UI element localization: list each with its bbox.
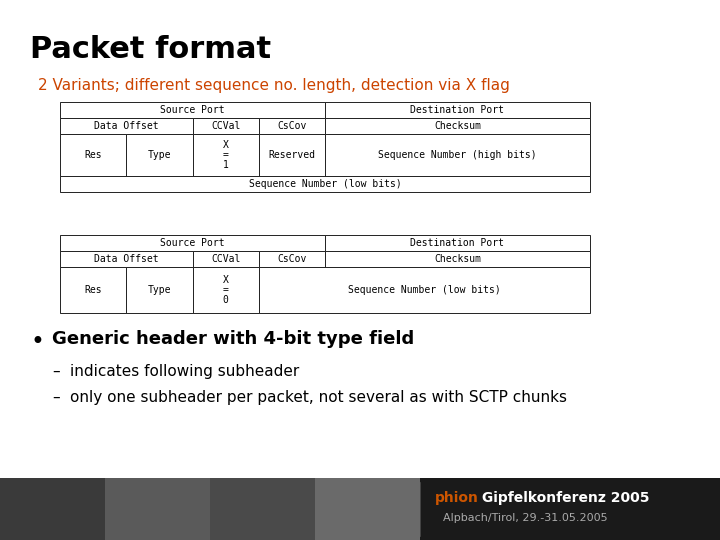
Text: Destination Port: Destination Port	[410, 238, 505, 248]
Bar	[325, 102, 590, 118]
Bar	[60, 176, 590, 192]
Text: Sequence Number (low bits): Sequence Number (low bits)	[348, 285, 500, 295]
Text: –: –	[52, 390, 60, 405]
Bar	[192, 267, 258, 313]
Bar	[325, 251, 590, 267]
Bar	[192, 251, 258, 267]
Text: Sequence Number (high bits): Sequence Number (high bits)	[378, 150, 537, 160]
Text: CsCov: CsCov	[277, 254, 307, 264]
Text: 2 Variants; different sequence no. length, detection via X flag: 2 Variants; different sequence no. lengt…	[38, 78, 510, 93]
Text: indicates following subheader: indicates following subheader	[70, 364, 300, 379]
Text: •: •	[30, 330, 44, 354]
Text: phion: phion	[435, 491, 479, 505]
Text: Reserved: Reserved	[269, 150, 315, 160]
Text: Type: Type	[148, 285, 171, 295]
Bar	[258, 118, 325, 134]
Bar	[315, 478, 420, 540]
Text: CCVal: CCVal	[211, 254, 240, 264]
Text: X
=
0: X = 0	[222, 275, 228, 305]
Bar	[325, 118, 590, 134]
Text: Packet format: Packet format	[30, 35, 271, 64]
Text: Gipfelkonferenz 2005: Gipfelkonferenz 2005	[477, 491, 649, 505]
Bar	[105, 478, 210, 540]
Bar	[60, 134, 126, 176]
Bar	[0, 478, 105, 540]
Text: CsCov: CsCov	[277, 121, 307, 131]
Text: Type: Type	[148, 150, 171, 160]
Bar	[192, 118, 258, 134]
Text: Res: Res	[84, 150, 102, 160]
Text: X
=
1: X = 1	[222, 140, 228, 170]
Bar	[258, 134, 325, 176]
Text: Source Port: Source Port	[160, 238, 225, 248]
Text: Res: Res	[84, 285, 102, 295]
Bar	[192, 134, 258, 176]
Text: Source Port: Source Port	[160, 105, 225, 115]
Text: Destination Port: Destination Port	[410, 105, 505, 115]
Bar	[325, 235, 590, 251]
Bar	[60, 235, 325, 251]
Text: Checksum: Checksum	[434, 254, 481, 264]
Text: only one subheader per packet, not several as with SCTP chunks: only one subheader per packet, not sever…	[70, 390, 567, 405]
Text: Data Offset: Data Offset	[94, 254, 158, 264]
Bar	[126, 134, 192, 176]
Text: CCVal: CCVal	[211, 121, 240, 131]
Text: Checksum: Checksum	[434, 121, 481, 131]
Text: Generic header with 4-bit type field: Generic header with 4-bit type field	[52, 330, 414, 348]
Bar	[60, 251, 192, 267]
Bar	[60, 102, 325, 118]
Text: –: –	[52, 364, 60, 379]
Bar	[60, 118, 192, 134]
Bar	[258, 251, 325, 267]
Bar	[126, 267, 192, 313]
Bar	[258, 267, 590, 313]
Bar	[210, 478, 315, 540]
Text: Data Offset: Data Offset	[94, 121, 158, 131]
Bar	[0, 478, 720, 540]
Bar	[60, 267, 126, 313]
Bar	[325, 134, 590, 176]
Text: Sequence Number (low bits): Sequence Number (low bits)	[248, 179, 401, 189]
Text: Alpbach/Tirol, 29.-31.05.2005: Alpbach/Tirol, 29.-31.05.2005	[443, 513, 608, 523]
